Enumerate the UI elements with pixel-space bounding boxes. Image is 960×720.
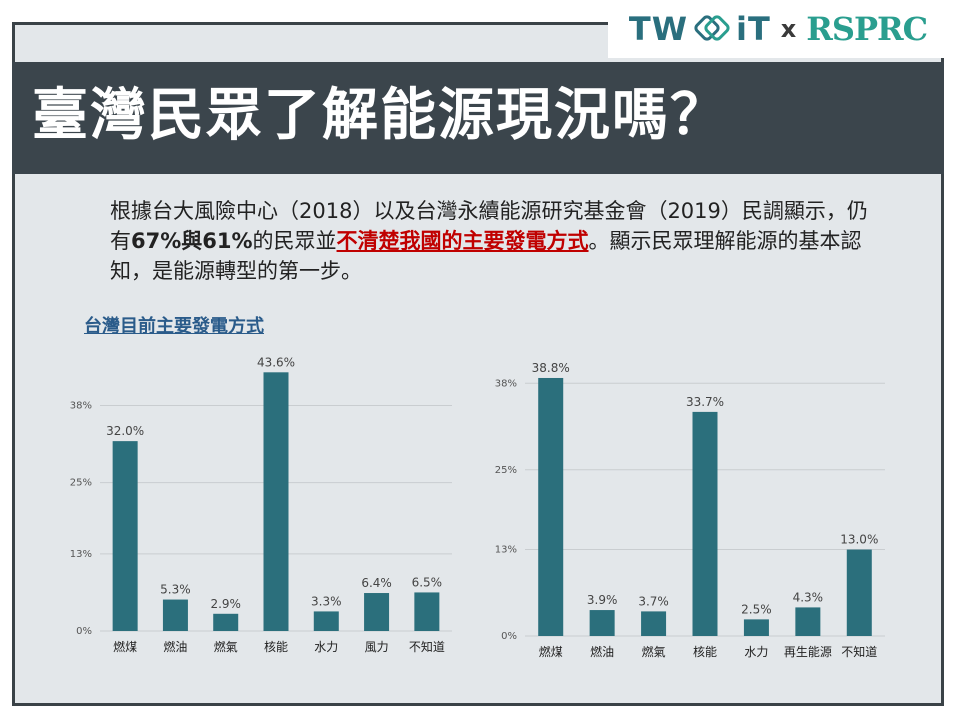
logo-separator: x [780,15,797,43]
right-chart-bar [846,549,872,636]
left-chart-bar [112,441,138,631]
right-chart-data-label: 13.0% [840,533,878,547]
right-chart-y-tick-label: 25% [495,465,517,476]
left-chart-data-label: 5.3% [160,583,191,597]
left-chart-y-tick-label: 13% [70,549,92,560]
right-chart-bar [589,610,615,636]
chart-subtitle: 台灣目前主要發電方式 [84,316,264,337]
intro-paragraph: 根據台大風險中心（2018）以及台灣永續能源研究基金會（2019）民調顯示，仍有… [110,196,880,286]
right-chart-data-label: 4.3% [793,590,824,604]
left-chart-bar [414,592,440,631]
twit-logo-text-tw: TW [628,10,688,48]
left-chart-data-label: 3.3% [311,594,342,608]
right-chart-x-tick-label: 燃氣 [642,644,666,659]
right-chart-data-label: 2.5% [741,602,772,616]
left-chart-bar [364,593,390,631]
right-chart-data-label: 3.7% [638,594,669,608]
left-chart-data-label: 2.9% [210,597,241,611]
right-chart-x-tick-label: 不知道 [841,645,877,659]
right-chart-bar [692,411,718,636]
left-chart-x-tick-label: 燃氣 [214,639,238,654]
left-chart-data-label: 32.0% [106,424,144,438]
left-chart-bar [213,613,239,631]
left-chart-x-tick-label: 燃油 [163,639,187,654]
right-chart-x-tick-label: 燃煤 [539,644,563,659]
link-chain-icon [694,15,730,41]
left-chart-y-tick-label: 0% [76,626,92,637]
intro-percent-highlight: 67%與61% [131,229,253,253]
right-chart-y-tick-label: 0% [501,631,517,642]
left-chart-data-label: 6.5% [412,575,443,589]
left-chart-y-tick-label: 38% [70,401,92,412]
right-chart-x-tick-label: 燃油 [590,644,614,659]
right-chart-bar [743,619,769,636]
intro-key-highlight: 不清楚我國的主要發電方式 [336,229,589,253]
left-chart-data-label: 43.6% [257,355,295,369]
left-chart-y-tick-label: 25% [70,478,92,489]
intro-text-2: 的民眾並 [252,229,337,253]
right-chart-x-tick-label: 水力 [744,645,768,659]
left-chart-data-label: 6.4% [361,576,392,590]
right-chart-bar [538,377,564,636]
right-chart-data-label: 38.8% [532,361,570,375]
twit-logo: TW iT [629,10,771,48]
right-chart-bar [795,607,821,636]
logo-area: TW iT x RSPRC [608,0,948,58]
twit-logo-text-it: iT [736,10,771,48]
right-chart-x-tick-label: 核能 [693,645,717,659]
right-chart-x-tick-label: 再生能源 [784,645,832,659]
chart-left: 0% 13% 25% 38% 32.0% 燃煤 5.3% 燃油 2.9% 燃氣 43.6% 核能 3.3… [70,355,452,654]
chart-right: 0% 13% 25% 38% 38.8% 燃煤 3.9% 燃油 3.7% 燃氣 33.7% 核能 2.5… [495,361,885,659]
left-chart-x-tick-label: 風力 [365,640,389,654]
page-title: 臺灣民眾了解能源現況嗎？ [32,83,728,148]
left-chart-x-tick-label: 燃煤 [113,639,137,654]
right-chart-y-tick-label: 13% [495,545,517,556]
intro-text-1: 根據台大風險中心（2018）以及台灣永續能源研究基金會（2019）民調顯示，仍有 [110,199,868,253]
left-chart-bar [162,599,188,631]
intro-text-3: 。顯示民眾理解能源的基本認知，是能源轉型的第一步。 [110,229,862,283]
left-chart-x-tick-label: 不知道 [409,640,445,654]
title-band: 臺灣民眾了解能源現況嗎？ [12,62,944,174]
left-chart-x-tick-label: 核能 [264,640,288,654]
right-chart-data-label: 3.9% [587,593,618,607]
right-chart-data-label: 33.7% [686,395,724,409]
left-chart-x-tick-label: 水力 [314,640,338,654]
rsprc-logo: RSPRC [806,10,928,48]
right-chart-y-tick-label: 38% [495,378,517,389]
left-chart-bar [263,372,289,631]
left-chart-bar [313,611,339,631]
right-chart-bar [641,611,667,636]
